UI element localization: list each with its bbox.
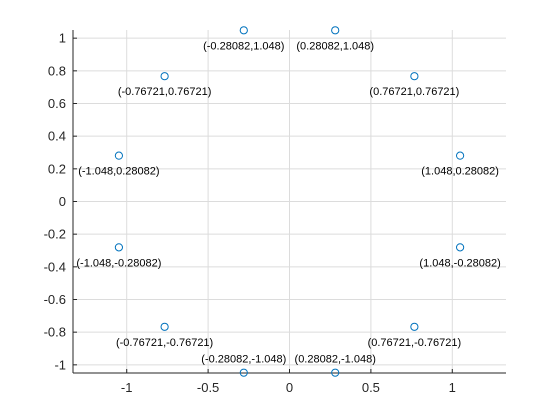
data-point [160, 72, 169, 81]
y-tick-label: 0.8 [48, 63, 66, 78]
grid [73, 30, 506, 373]
x-tick-label: 0 [286, 380, 293, 395]
data-point-label: (0.28082,-1.048) [295, 354, 376, 366]
data-point-label: (1.048,-0.28082) [419, 257, 500, 269]
data-point-label: (1.048,0.28082) [421, 166, 499, 178]
data-point-label: (-1.048,-0.28082) [76, 257, 161, 269]
y-tick-labels: 1 0.8 0.6 0.4 0.2 0 -0.2 -0.4 -0.6 -0.8 -1 [44, 31, 66, 373]
data-point [455, 243, 465, 252]
data-point [331, 26, 340, 35]
data-point [331, 368, 340, 377]
x-tick-label: -0.5 [197, 380, 219, 395]
data-point-label: (0.28082,1.048) [296, 40, 374, 52]
data-point [455, 151, 465, 160]
x-tick-labels: -1 -0.5 0 0.5 1 [121, 380, 456, 395]
y-tick-label: -0.8 [44, 325, 66, 340]
y-tick-label: -1 [54, 357, 66, 372]
data-point [239, 26, 248, 35]
y-tick-label: -0.4 [44, 259, 66, 274]
y-tick-label: 0.4 [48, 129, 66, 144]
data-point-label: (-0.76721,-0.76721) [116, 337, 213, 349]
axes [72, 30, 506, 374]
data-point-label: (0.76721,-0.76721) [368, 337, 462, 349]
y-tick-label: 0 [59, 194, 66, 209]
data-point-label: (-0.28082,-1.048) [201, 354, 286, 366]
x-tick-label: 1 [449, 380, 456, 395]
data-point-label: (0.76721,0.76721) [369, 86, 459, 98]
y-tick-label: 0.2 [48, 161, 66, 176]
x-tick-label: -1 [121, 380, 133, 395]
data-point [160, 322, 169, 331]
y-tick-label: -0.6 [44, 292, 66, 307]
data-point-label: (-1.048,0.28082) [78, 166, 159, 178]
y-tick-label: 1 [59, 31, 66, 46]
y-tick-label: -0.2 [44, 227, 66, 242]
data-point-label: (-0.28082,1.048) [203, 40, 284, 52]
data-point [114, 151, 124, 160]
x-tick-label: 0.5 [362, 380, 380, 395]
data-point-labels: (-0.28082,1.048) (0.28082,1.048) (-0.76721… [76, 40, 500, 365]
data-points [114, 26, 465, 377]
data-point-label: (-0.76721,0.76721) [118, 86, 212, 98]
data-point [239, 368, 248, 377]
data-point [410, 72, 419, 81]
data-point [114, 243, 124, 252]
y-tick-label: 0.6 [48, 96, 66, 111]
data-point [410, 322, 419, 331]
